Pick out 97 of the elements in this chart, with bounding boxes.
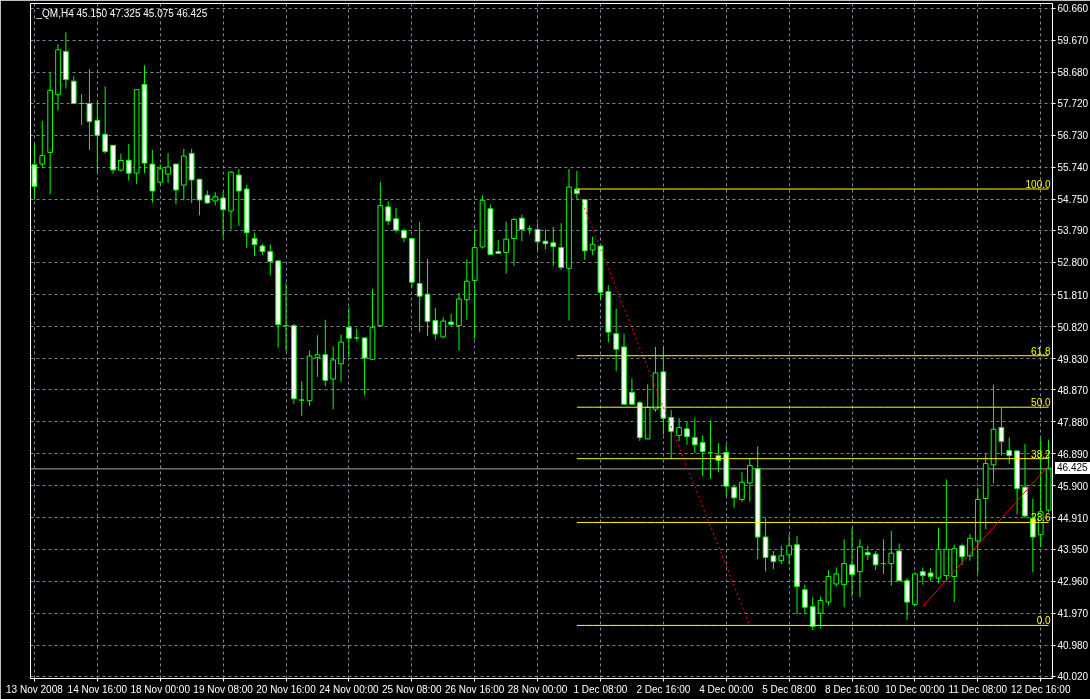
y-tick-label: 56.730 [1057,130,1089,142]
chart-title: _QM,H4 45.150 47.325 45.075 46.425 [35,7,208,19]
x-tick-label: 5 Dec 08:00 [762,683,817,695]
candlestick [778,545,785,565]
candlestick [157,163,164,185]
candlestick [691,417,698,454]
candlestick [574,170,580,201]
y-tick-label: 44.910 [1057,512,1089,524]
y-tick-label: 54.750 [1057,194,1089,206]
x-tick-label: 4 Dec 00:00 [699,683,754,695]
candlestick [298,380,305,417]
series-label: 50.0 [1031,397,1052,409]
candlestick [385,200,392,226]
candlestick [440,316,447,339]
candlestick [463,258,470,320]
y-tick-label: 51.810 [1057,289,1089,301]
candlestick [841,538,848,608]
candlestick [676,417,682,442]
y-tick-label: 57.720 [1057,98,1089,110]
x-tick-label: 11 Dec 08:00 [948,683,1008,695]
y-tick-label: 45.900 [1057,480,1089,492]
line-series [576,188,751,626]
x-tick-label: 28 Nov 00:00 [507,683,568,695]
y-tick-label: 53.790 [1057,225,1089,237]
candlestick [220,191,226,239]
candlestick [39,120,46,169]
candlestick [786,534,792,565]
y-tick-label: 50.820 [1057,321,1089,333]
candlestick [833,566,840,588]
x-tick-label: 24 Nov 00:00 [319,683,380,695]
y-tick-label: 60.660 [1057,3,1089,15]
candlestick [86,68,93,151]
candlestick [629,377,635,406]
candlestick [739,471,745,503]
candlestick [330,345,337,410]
line-series [922,465,1050,608]
y-tick-label: 58.680 [1057,67,1089,79]
x-tick-label: 10 Dec 00:00 [885,683,946,695]
candlestick [684,420,690,446]
x-tick-label: 13 Nov 2008 [6,683,64,695]
x-tick-label: 18 Nov 00:00 [130,683,191,695]
candlestick [746,457,753,503]
candlestick [251,232,258,257]
candlestick [267,243,274,276]
x-tick-label: 14 Nov 16:00 [67,683,128,695]
x-tick-label: 26 Nov 16:00 [444,683,505,695]
y-tick-label: 48.870 [1057,384,1089,396]
candlestick [668,409,675,460]
candlestick [967,533,973,562]
y-tick-label: 47.880 [1057,416,1089,428]
candlestick [613,308,620,372]
candlestick [125,143,132,182]
y-tick-label: 42.960 [1057,576,1089,588]
candlestick [235,168,242,227]
candlestick [802,584,808,615]
candlestick [511,217,517,267]
y-tick-label: 40.020 [1057,671,1089,683]
candlestick [94,101,101,173]
y-tick-label: 43.950 [1057,544,1089,555]
series-label: 100.0 [1025,179,1052,190]
candlestick [503,221,509,274]
candlestick [518,214,525,242]
x-tick-label: 12 Dec 16:00 [1010,683,1071,695]
candlestick [849,527,855,598]
x-tick-label: 1 Dec 08:00 [573,683,628,695]
candlestick [448,313,454,327]
x-tick-label: 19 Nov 08:00 [193,683,254,695]
candlestick [809,596,816,631]
y-tick-label: 46.890 [1057,448,1089,460]
y-tick-label: 55.740 [1057,162,1089,174]
candlestick [165,152,171,184]
candlestick [888,530,895,587]
series-label: 0.0 [1036,615,1052,627]
y-tick-label: 52.800 [1057,257,1089,269]
series-label: 61.8 [1031,345,1052,357]
candlestick [959,543,965,566]
x-tick-label: 8 Dec 16:00 [825,683,880,695]
candlestick [550,226,557,267]
candlestick [731,484,737,509]
candlestick [102,85,109,155]
y-tick-label: 40.980 [1057,640,1089,652]
candlestick [1006,437,1013,465]
candlestick [558,222,565,271]
x-tick-label: 2 Dec 16:00 [636,683,691,695]
x-tick-label: 20 Nov 16:00 [256,683,317,695]
candlestick [338,334,344,383]
candlestick [699,434,706,477]
ref-line-label: 46.425 [1055,462,1090,475]
y-tick-label: 41.970 [1057,608,1089,620]
candlestick [393,207,399,234]
y-tick-label: 49.830 [1057,353,1089,365]
candlestick [904,577,910,621]
candlestick [70,75,77,105]
x-tick-label: 25 Nov 08:00 [382,683,442,695]
candlestick [346,306,352,358]
candlestick [872,550,879,571]
y-tick-label: 59.670 [1057,35,1089,47]
